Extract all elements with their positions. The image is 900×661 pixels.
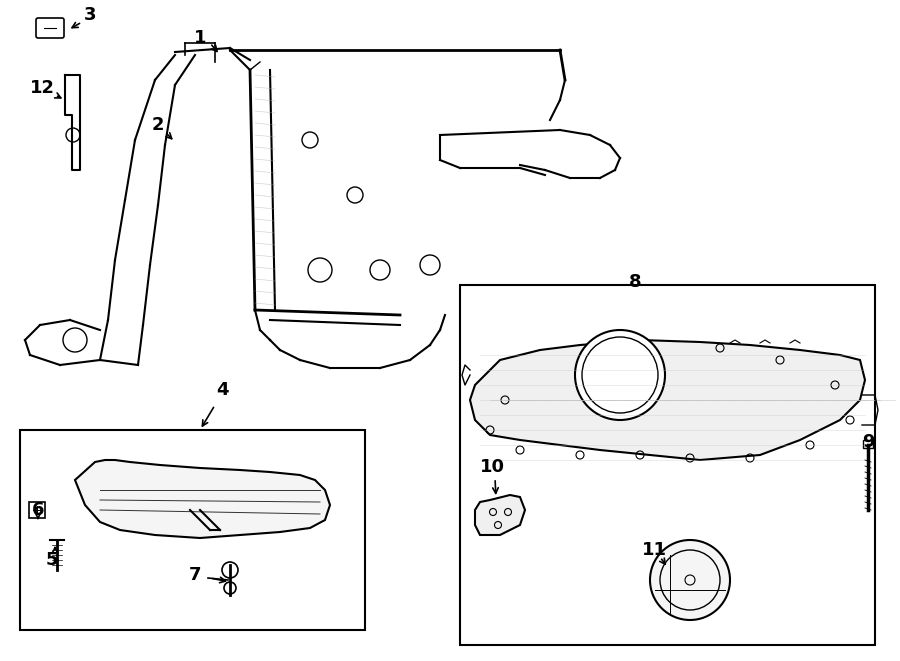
- Bar: [460, 285, 875, 645]
- Text: 4: 4: [216, 381, 229, 399]
- Text: 7: 7: [189, 566, 202, 584]
- Text: 1: 1: [194, 29, 206, 47]
- Text: 3: 3: [84, 6, 96, 24]
- Text: 9: 9: [862, 433, 874, 451]
- Text: 11: 11: [642, 541, 667, 559]
- Text: 10: 10: [480, 458, 505, 476]
- Bar: [29, 502, 45, 518]
- Polygon shape: [470, 340, 865, 460]
- Text: 2: 2: [152, 116, 164, 134]
- Polygon shape: [475, 495, 525, 535]
- Bar: [863, 440, 873, 448]
- Text: 12: 12: [30, 79, 55, 97]
- Polygon shape: [75, 460, 330, 538]
- Text: 6: 6: [32, 501, 44, 519]
- Bar: [20, 430, 365, 630]
- Text: 8: 8: [629, 273, 642, 291]
- Circle shape: [575, 330, 665, 420]
- Circle shape: [650, 540, 730, 620]
- Text: 5: 5: [46, 551, 58, 569]
